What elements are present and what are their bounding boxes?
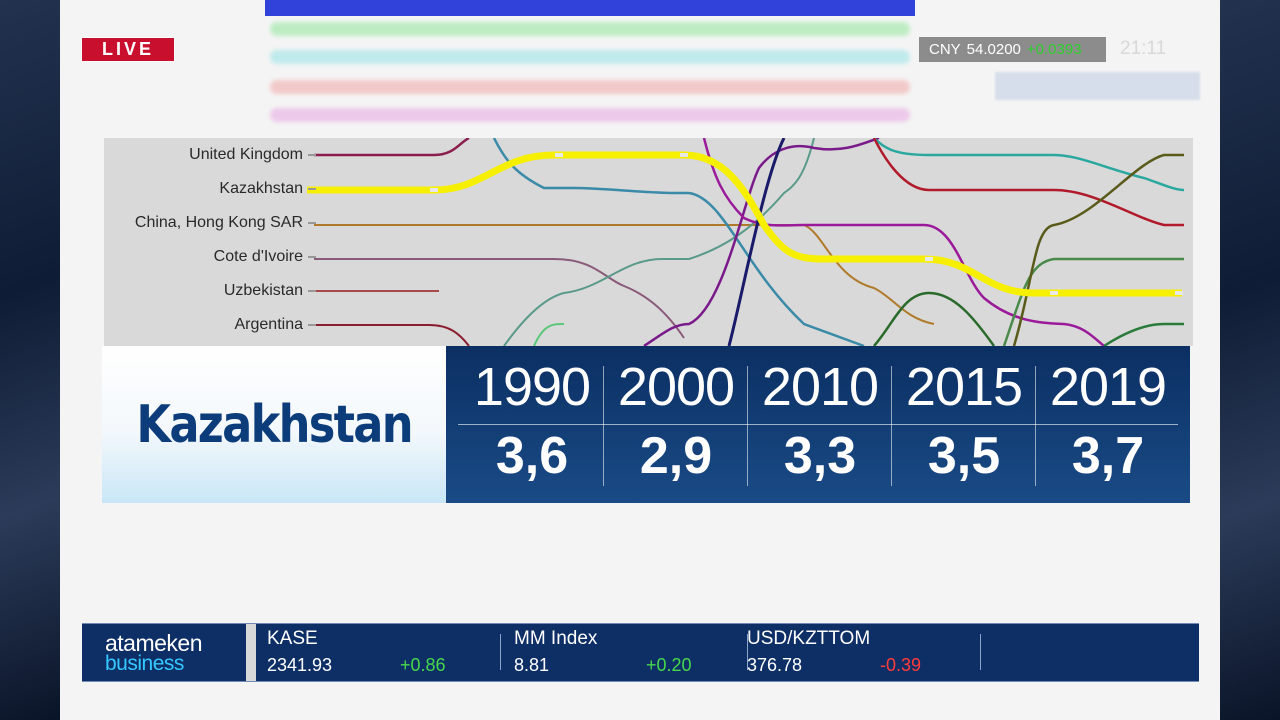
category-label: Kazakhstan	[219, 180, 303, 197]
column-divider	[747, 366, 748, 486]
background-left-edge	[0, 0, 60, 720]
highlight-node	[1175, 291, 1183, 295]
series-line-united-kingdom	[314, 138, 470, 157]
series-line-teal-b	[688, 191, 865, 346]
country-name-box: Kazakhstan	[102, 346, 446, 503]
ticker-name: USD/KZTTOM	[747, 628, 871, 649]
background-bar-strip	[265, 0, 915, 16]
background-stripe	[270, 80, 910, 94]
highlight-points	[430, 153, 1183, 295]
ticker-item: MM Index 8.81 +0.20	[514, 628, 692, 675]
category-label: China, Hong Kong SAR	[134, 214, 303, 231]
value-cell: 3,5	[927, 427, 1001, 485]
fx-rate: 54.0200	[966, 41, 1021, 58]
series-line-teal-a	[492, 138, 689, 195]
series-line-grey-green	[503, 138, 815, 346]
value-cell: 3,3	[783, 427, 857, 485]
background-right-edge	[1220, 0, 1280, 720]
info-bar: Kazakhstan 1990 3,6 2000 2,9 2010 3,3 2015 3,5 2…	[102, 346, 1190, 503]
background-box	[995, 72, 1200, 100]
value-cell: 2,9	[639, 427, 713, 485]
brand-logo-bottom: business	[105, 652, 184, 675]
ticker-item: KASE 2341.93 +0.86	[267, 628, 446, 675]
column-divider	[603, 366, 604, 486]
clock: 21:11	[1120, 38, 1167, 59]
category-label: Cote d'Ivoire	[213, 248, 303, 265]
highlight-node	[1050, 291, 1058, 295]
series-line-navy	[727, 138, 786, 346]
year-cell: 2019	[1049, 357, 1167, 417]
value-cell: 3,6	[495, 427, 569, 485]
series-line-kazakhstan-highlight	[307, 151, 1182, 297]
ticker-bar: atameken business KASE 2341.93 +0.86 MM Ind…	[82, 623, 1199, 682]
ticker-change: -0.39	[880, 655, 922, 675]
background-stripe	[270, 22, 910, 36]
bump-chart-svg	[307, 138, 1185, 346]
country-name: Kazakhstan	[136, 394, 413, 455]
series-line-red	[872, 138, 1184, 227]
ticker-item: USD/KZTTOM 376.78 -0.39	[747, 628, 921, 675]
category-label: United Kingdom	[189, 146, 303, 163]
row-divider	[458, 424, 1178, 425]
ticker-change: +0.20	[646, 655, 692, 675]
background-stripe	[270, 50, 910, 64]
fx-change: +0.0393	[1026, 41, 1082, 58]
series-line-argentina	[314, 324, 470, 346]
series-line-green	[533, 322, 565, 346]
ticker-separator	[500, 634, 501, 670]
year-cell: 2000	[617, 357, 735, 417]
fx-rate-box: CNY 54.0200 +0.0393	[919, 37, 1106, 62]
highlight-node	[925, 257, 933, 261]
ticker-value: 2341.93	[267, 655, 333, 675]
fx-pair: CNY	[929, 41, 961, 58]
bump-chart: United Kingdom Kazakhstan China, Hong Kong…	[104, 138, 1193, 346]
brand-logo: atameken business	[82, 624, 256, 681]
ticker-value: 376.78	[747, 655, 803, 675]
highlight-node	[680, 153, 688, 157]
year-cell: 2010	[761, 357, 879, 417]
highlight-node	[430, 188, 438, 192]
ticker-separator	[980, 634, 981, 670]
series-line-green-c	[1103, 322, 1184, 346]
series-line-china-hong-kong-2	[803, 224, 935, 325]
column-divider	[891, 366, 892, 486]
brand-logo-top: atameken	[105, 630, 203, 656]
ticker-value: 8.81	[514, 655, 550, 675]
year-cell: 1990	[473, 357, 591, 417]
ticker-separator	[747, 634, 748, 670]
category-label: Argentina	[234, 316, 304, 333]
series-line-olive	[1012, 153, 1184, 346]
ticker-name: KASE	[267, 628, 318, 649]
live-badge: LIVE	[81, 37, 175, 62]
series-line-purple	[643, 138, 880, 346]
column-divider	[1035, 366, 1036, 486]
series-line-teal-c	[873, 138, 1185, 192]
background-lines	[314, 138, 1185, 346]
highlight-node	[555, 153, 563, 157]
category-label: Uzbekistan	[223, 282, 303, 299]
series-line-dark-green	[873, 291, 996, 346]
ticker-change: +0.86	[400, 655, 446, 675]
series-line-cote-divoire	[314, 258, 685, 339]
value-cell: 3,7	[1071, 427, 1145, 485]
series-line-magenta	[702, 138, 1105, 346]
ticker-name: MM Index	[514, 628, 598, 649]
values-table: 1990 3,6 2000 2,9 2010 3,3 2015 3,5 2019 3,7	[446, 346, 1190, 503]
background-stripe	[270, 108, 910, 122]
year-cell: 2015	[905, 357, 1023, 417]
